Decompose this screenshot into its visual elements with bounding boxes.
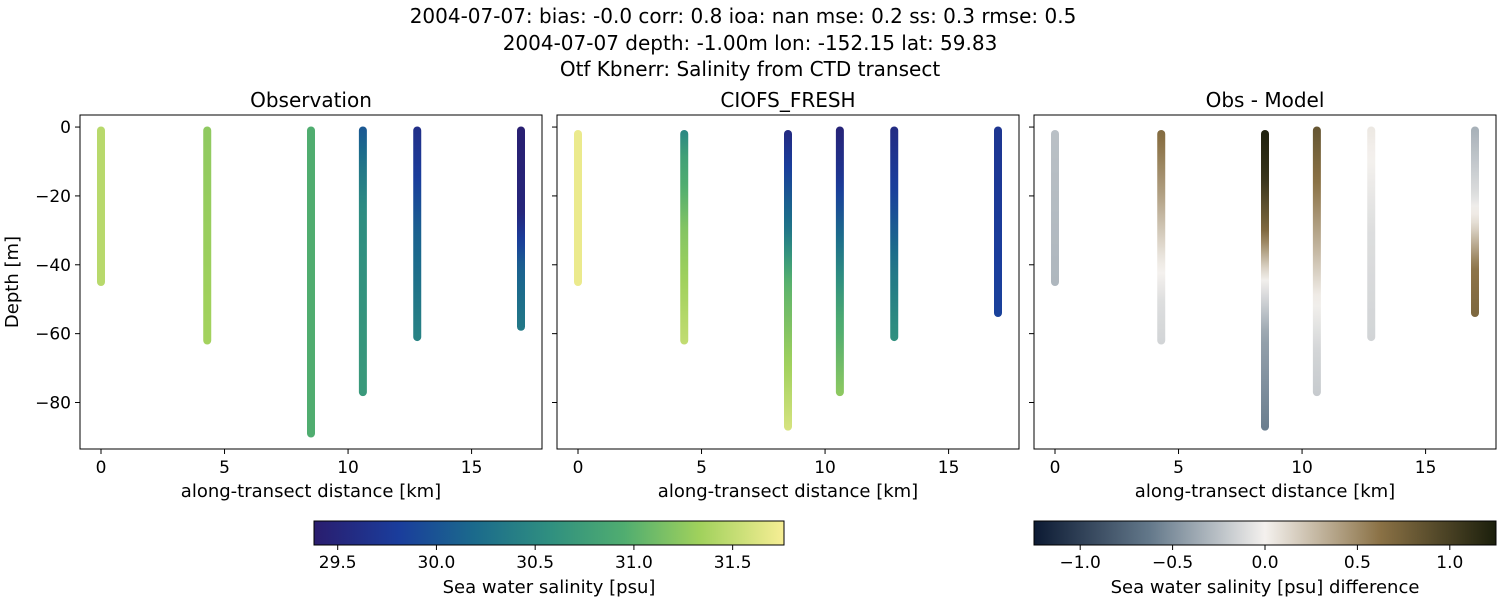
colorbar-tick-label: 30.5: [516, 553, 554, 573]
profile-3: [1261, 129, 1269, 431]
profile-3: [307, 126, 315, 438]
colorbar-tick-label: 30.0: [418, 553, 456, 573]
x-tick-label: 10: [337, 458, 359, 478]
x-tick-label: 0: [1050, 458, 1061, 478]
colorbar-tick-label: 31.0: [615, 553, 653, 573]
x-tick-label: 10: [1291, 458, 1313, 478]
y-tick-label: −80: [35, 394, 71, 414]
colorbar-tick-label: 0.0: [1251, 553, 1278, 573]
colorbar-1: 29.5 30.0 30.5 31.0 31.5 Sea water salinity […: [313, 520, 785, 598]
profile-4: [1312, 126, 1321, 397]
profile-3: [784, 129, 792, 431]
x-axis-label: along-transect distance [km]: [658, 481, 918, 502]
profile-5: [890, 126, 899, 342]
axes-frame: [79, 114, 543, 450]
panel-1: Observation 0 5 10 15 0 −20 −40 −60 −80 along-tran…: [2, 88, 543, 502]
x-tick-label: 5: [219, 458, 230, 478]
x-tick-label: 5: [1173, 458, 1184, 478]
panel-3: Obs - Model 0 5 10 15 along-transect distance…: [1029, 88, 1497, 502]
y-tick-label: −20: [35, 187, 71, 207]
x-tick-label: 15: [1415, 458, 1437, 478]
title-line-1: 2004-07-07: bias: -0.0 corr: 0.8 ioa: na…: [410, 4, 1077, 28]
profile-6: [1471, 126, 1479, 317]
title-line-2: 2004-07-07 depth: -1.00m lon: -152.15 la…: [503, 31, 998, 55]
profile-6: [517, 126, 525, 331]
profile-4: [835, 126, 844, 397]
profile-5: [413, 126, 422, 342]
figure-title: 2004-07-07: bias: -0.0 corr: 0.8 ioa: na…: [410, 4, 1077, 81]
colorbar-label: Sea water salinity [psu] difference: [1111, 577, 1420, 598]
colorbar-tick-label: −1.0: [1060, 553, 1101, 573]
colorbar-tick-label: −0.5: [1152, 553, 1193, 573]
x-tick-label: 0: [573, 458, 584, 478]
axes-frame: [556, 114, 1020, 450]
colorbar-strip: [1033, 520, 1497, 546]
panel-title: Obs - Model: [1206, 88, 1325, 112]
x-tick-label: 5: [696, 458, 707, 478]
colorbar-tick-label: 31.5: [714, 553, 752, 573]
x-tick-label: 15: [461, 458, 483, 478]
y-axis-label: Depth [m]: [2, 236, 23, 328]
panel-2: CIOFS_FRESH 0 5 10 15 along-transect distance…: [552, 88, 1020, 502]
x-tick-label: 15: [938, 458, 960, 478]
colorbar-tick-label: 0.5: [1344, 553, 1371, 573]
x-axis-label: along-transect distance [km]: [1135, 481, 1395, 502]
colorbars: 29.5 30.0 30.5 31.0 31.5 Sea water salinity […: [313, 520, 1497, 598]
profile-2: [1157, 129, 1166, 345]
colorbar-tick-label: 1.0: [1436, 553, 1463, 573]
y-tick-label: −60: [35, 325, 71, 345]
panel-title: Observation: [250, 88, 372, 112]
profile-6: [994, 126, 1002, 317]
profile-1: [97, 126, 105, 286]
colorbar-label: Sea water salinity [psu]: [443, 577, 656, 598]
x-tick-label: 0: [96, 458, 107, 478]
x-tick-label: 10: [814, 458, 836, 478]
profile-1: [574, 129, 582, 286]
profile-2: [680, 129, 689, 345]
title-line-3: Otf Kbnerr: Salinity from CTD transect: [560, 57, 941, 81]
axes-frame: [1033, 114, 1497, 450]
panels: Observation 0 5 10 15 0 −20 −40 −60 −80 along-tran…: [2, 88, 1497, 502]
y-tick-label: −40: [35, 256, 71, 276]
profile-1: [1051, 129, 1059, 286]
profile-2: [203, 126, 212, 345]
x-axis-label: along-transect distance [km]: [181, 481, 441, 502]
colorbar-strip: [313, 520, 785, 546]
colorbar-tick-label: 29.5: [319, 553, 357, 573]
profile-4: [358, 126, 367, 397]
colorbar-2: −1.0 −0.5 0.0 0.5 1.0 Sea water salinity [psu…: [1033, 520, 1497, 598]
panel-title: CIOFS_FRESH: [720, 88, 855, 112]
profile-5: [1367, 126, 1376, 342]
y-tick-label: 0: [60, 118, 71, 138]
